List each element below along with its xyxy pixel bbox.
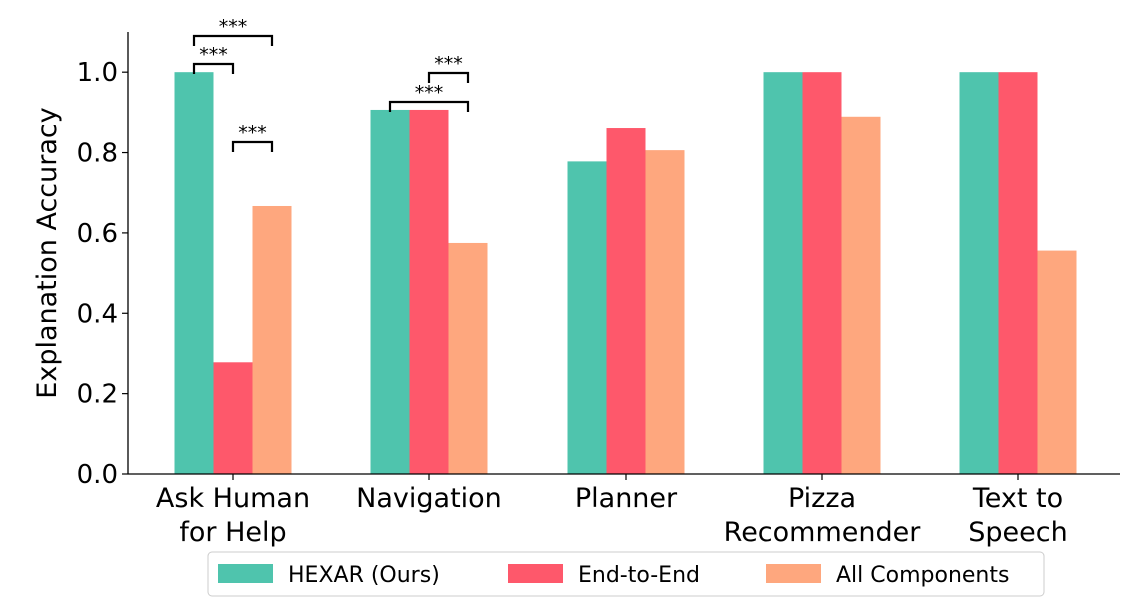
legend: HEXAR (Ours) End-to-End All Components (207, 551, 1045, 597)
legend-label-0: HEXAR (Ours) (288, 563, 440, 588)
legend-swatch-2 (766, 564, 821, 583)
bar-1-0 (213, 362, 253, 474)
significance-layer: *** *** *** *** *** (192, 16, 470, 152)
bar-1-1 (409, 109, 449, 474)
x-tick-label-4-1: Speech (968, 517, 1067, 548)
significance-label-3: *** (415, 82, 444, 104)
significance-label-0: *** (199, 44, 228, 66)
bar-0-1 (370, 109, 410, 474)
legend-box (207, 551, 1045, 597)
bar-1-2 (606, 128, 646, 474)
x-tick-label-3-1: Recommender (724, 517, 922, 548)
bars-layer (174, 72, 1077, 475)
significance-label-1: *** (219, 16, 248, 38)
y-axis-title: Explanation Accuracy (32, 107, 63, 398)
x-tick-label-0-0: Ask Human (156, 483, 310, 514)
bar-2-2 (645, 150, 685, 474)
y-tick-label-3: 0.6 (77, 219, 118, 249)
bar-0-3 (763, 72, 803, 474)
y-tick-label-4: 0.8 (77, 139, 118, 169)
legend-label-1: End-to-End (578, 563, 700, 588)
x-tick-label-3-0: Pizza (788, 483, 856, 514)
axes-layer: 0.0 0.2 0.4 0.6 0.8 1.0 Explanation Accuracy As… (32, 32, 1120, 548)
bar-1-4 (998, 72, 1038, 474)
significance-bracket-1 (192, 34, 274, 46)
y-tick-label-5: 1.0 (77, 58, 118, 88)
bar-0-0 (174, 72, 214, 474)
legend-swatch-0 (218, 564, 273, 583)
x-tick-label-4-0: Text to (972, 483, 1063, 514)
bar-0-2 (567, 161, 607, 475)
x-tick-label-0-1: for Help (179, 517, 286, 548)
bar-2-4 (1037, 250, 1077, 474)
significance-bracket-2 (231, 140, 274, 152)
x-tick-label-2-0: Planner (575, 483, 678, 514)
legend-swatch-1 (508, 564, 563, 583)
significance-label-4: *** (434, 53, 463, 75)
bar-2-3 (841, 116, 881, 475)
bar-2-0 (252, 205, 292, 474)
y-tick-label-0: 0.0 (77, 460, 118, 490)
significance-label-2: *** (238, 122, 267, 144)
bar-1-3 (802, 72, 842, 474)
legend-label-2: All Components (836, 563, 1009, 588)
y-tick-label-1: 0.2 (77, 380, 118, 410)
bar-2-1 (448, 242, 488, 474)
significance-bracket-3 (388, 100, 470, 112)
significance-bracket-0 (192, 62, 235, 74)
significance-bracket-4 (427, 71, 470, 83)
y-tick-label-2: 0.4 (77, 299, 118, 329)
bar-0-4 (959, 72, 999, 474)
x-tick-label-1-0: Navigation (356, 483, 502, 514)
